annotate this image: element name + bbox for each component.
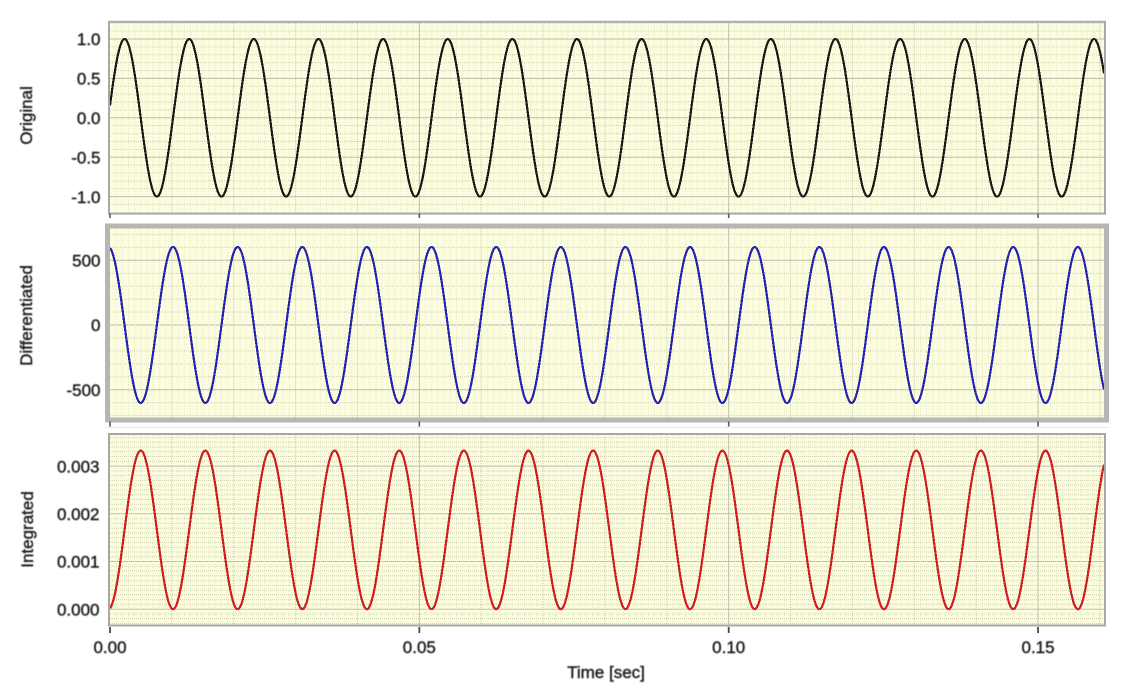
svg-text:0: 0	[91, 316, 100, 335]
svg-text:-1.0: -1.0	[71, 188, 100, 207]
svg-text:0.003: 0.003	[57, 457, 100, 476]
svg-text:-0.5: -0.5	[71, 148, 100, 167]
svg-text:0.001: 0.001	[57, 553, 100, 572]
svg-text:0.0: 0.0	[77, 109, 101, 128]
svg-text:Original: Original	[17, 86, 36, 145]
svg-text:0.00: 0.00	[93, 638, 126, 657]
svg-text:0.15: 0.15	[1022, 638, 1055, 657]
svg-text:0.5: 0.5	[77, 70, 101, 89]
svg-text:1.0: 1.0	[77, 30, 101, 49]
svg-text:Integrated: Integrated	[18, 491, 37, 568]
svg-text:0.000: 0.000	[57, 600, 100, 619]
svg-text:Differentiated: Differentiated	[17, 265, 36, 366]
svg-text:-500: -500	[66, 381, 100, 400]
svg-text:0.10: 0.10	[712, 638, 745, 657]
svg-text:0.002: 0.002	[57, 505, 100, 524]
svg-text:500: 500	[72, 252, 100, 271]
svg-text:0.05: 0.05	[403, 638, 436, 657]
svg-text:Time [sec]: Time [sec]	[567, 663, 645, 682]
